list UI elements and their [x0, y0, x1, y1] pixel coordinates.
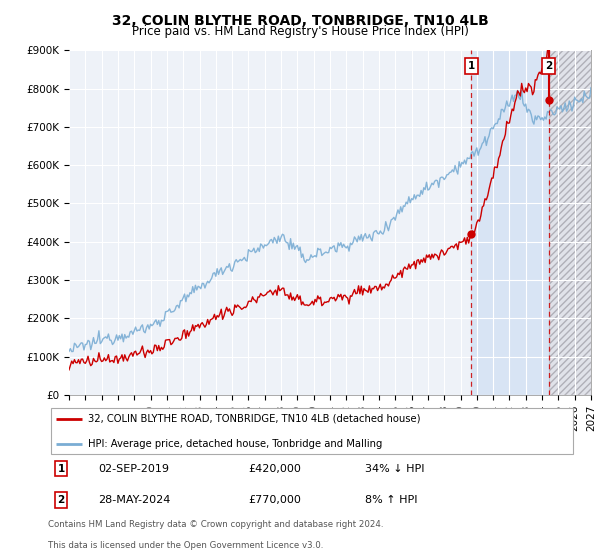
Text: 32, COLIN BLYTHE ROAD, TONBRIDGE, TN10 4LB (detached house): 32, COLIN BLYTHE ROAD, TONBRIDGE, TN10 4…: [88, 414, 420, 423]
Text: Price paid vs. HM Land Registry's House Price Index (HPI): Price paid vs. HM Land Registry's House …: [131, 25, 469, 38]
Bar: [548, 50, 591, 395]
Text: £770,000: £770,000: [248, 495, 302, 505]
Text: This data is licensed under the Open Government Licence v3.0.: This data is licensed under the Open Gov…: [48, 541, 323, 550]
Text: 34% ↓ HPI: 34% ↓ HPI: [365, 464, 424, 474]
FancyBboxPatch shape: [50, 408, 574, 454]
Text: Contains HM Land Registry data © Crown copyright and database right 2024.: Contains HM Land Registry data © Crown c…: [48, 520, 383, 529]
Text: 2: 2: [545, 61, 552, 71]
Text: 1: 1: [58, 464, 65, 474]
Bar: [548, 50, 591, 395]
Text: 8% ↑ HPI: 8% ↑ HPI: [365, 495, 418, 505]
Text: 2: 2: [58, 495, 65, 505]
Text: HPI: Average price, detached house, Tonbridge and Malling: HPI: Average price, detached house, Tonb…: [88, 439, 382, 449]
Text: 28-MAY-2024: 28-MAY-2024: [98, 495, 170, 505]
Bar: [472, 50, 548, 395]
Text: 02-SEP-2019: 02-SEP-2019: [98, 464, 169, 474]
Text: £420,000: £420,000: [248, 464, 302, 474]
Text: 32, COLIN BLYTHE ROAD, TONBRIDGE, TN10 4LB: 32, COLIN BLYTHE ROAD, TONBRIDGE, TN10 4…: [112, 14, 488, 28]
Text: 1: 1: [468, 61, 475, 71]
